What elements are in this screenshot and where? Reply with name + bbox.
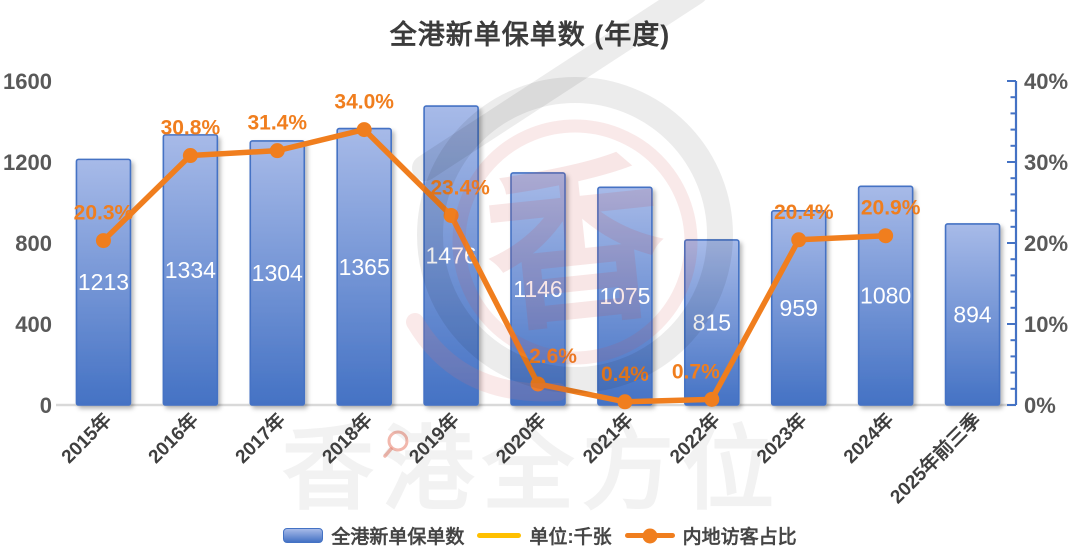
- bar-value-label: 1075: [599, 283, 650, 309]
- legend-item-bar-series: 全港新单保单数: [283, 522, 464, 549]
- bar-value-label: 894: [953, 301, 992, 327]
- line-point-marker: [791, 232, 807, 248]
- right-axis-tick-label: 30%: [1024, 150, 1068, 175]
- line-point-label: 20.4%: [774, 201, 834, 224]
- bar-2025年前三季: [944, 223, 1001, 406]
- bar-value-label: 1304: [252, 260, 303, 286]
- left-axis-tick-label: 1200: [3, 150, 52, 175]
- line-point-label: 0.7%: [672, 360, 720, 383]
- chart-title: 全港新单保单数 (年度): [389, 20, 671, 50]
- right-axis-tick-label: 40%: [1024, 69, 1068, 94]
- legend-item-unit: 单位:千张: [477, 522, 612, 549]
- x-tick-label: 2016年: [143, 408, 203, 468]
- left-axis-tick-label: 0: [40, 393, 52, 418]
- bar-value-label: 1334: [165, 257, 216, 283]
- line-series: [100, 126, 889, 405]
- line-point-label: 20.9%: [861, 197, 921, 220]
- line-point-label: 31.4%: [247, 112, 307, 135]
- line-point-label: 20.3%: [74, 202, 134, 225]
- line-point-marker: [269, 143, 285, 159]
- legend: 全港新单保单数 单位:千张 内地访客占比: [0, 522, 1080, 549]
- left-axis-tick-label: 800: [15, 231, 52, 256]
- bar-2017年: [249, 140, 306, 406]
- bar-value-label: 1146: [513, 276, 562, 302]
- line-point-label: 30.8%: [161, 117, 221, 140]
- bar-swatch-icon: [283, 528, 324, 543]
- x-tick-label: 2024年: [839, 408, 899, 468]
- legend-label-bar-series: 全港新单保单数: [331, 527, 465, 548]
- right-axis-tick-label: 20%: [1024, 231, 1068, 256]
- bar-value-label: 1080: [860, 283, 911, 309]
- legend-label-unit: 单位:千张: [529, 527, 612, 548]
- line-point-marker: [704, 391, 720, 407]
- line-point-marker: [878, 228, 894, 244]
- bar-2016年: [162, 134, 219, 406]
- line-marker-swatch-icon: [624, 528, 675, 543]
- line-point-marker: [530, 376, 546, 392]
- x-tick-label: 2022年: [665, 408, 725, 468]
- right-axis-tick-label: 10%: [1024, 312, 1068, 337]
- line-point-marker: [443, 207, 459, 223]
- line-point-marker: [182, 148, 198, 164]
- line-point-label: 2.6%: [529, 345, 577, 368]
- marker-dot-icon: [642, 528, 658, 543]
- right-axis-tick-label: 0%: [1024, 393, 1056, 418]
- bar-value-label: 1365: [339, 254, 390, 280]
- x-tick-label: 2023年: [752, 408, 812, 468]
- x-tick-label: 2021年: [578, 408, 638, 468]
- bar-2020年: [510, 172, 566, 406]
- x-tick-label: 2025年前三季: [885, 408, 985, 508]
- x-tick-label: 2017年: [230, 408, 290, 468]
- bar-value-label: 959: [780, 295, 818, 321]
- line-point-label: 0.4%: [601, 363, 649, 386]
- line-point-label: 34.0%: [334, 91, 394, 114]
- line-point-marker: [356, 122, 372, 138]
- legend-item-line-series: 内地访客占比: [624, 522, 797, 549]
- x-tick-label: 2015年: [56, 408, 116, 468]
- bar-2019年: [423, 105, 479, 406]
- x-tick-label: 2019年: [404, 408, 464, 468]
- bar-2015年: [75, 158, 132, 406]
- left-axis-tick-label: 400: [15, 312, 52, 337]
- x-tick-label: 2020年: [491, 408, 551, 468]
- left-axis-tick-label: 1600: [3, 69, 52, 94]
- line-point-marker: [95, 233, 111, 249]
- bar-2024年: [857, 185, 914, 406]
- line-point-label: 23.4%: [430, 176, 490, 199]
- bar-value-label: 815: [693, 309, 731, 335]
- legend-label-line-series: 内地访客占比: [682, 527, 797, 548]
- line-swatch-icon: [477, 533, 522, 538]
- line-point-marker: [617, 394, 633, 410]
- x-tick-label: 2018年: [317, 408, 377, 468]
- bar-value-label: 1213: [78, 269, 129, 295]
